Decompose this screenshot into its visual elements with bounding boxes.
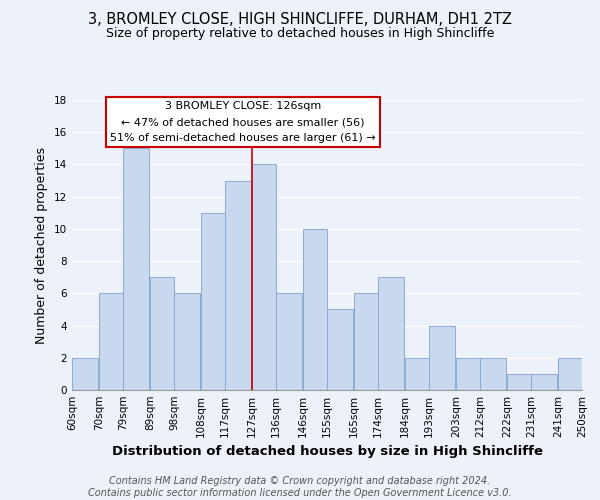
Bar — [124, 148, 149, 390]
Bar — [507, 374, 530, 390]
Bar — [354, 294, 377, 390]
Text: 3, BROMLEY CLOSE, HIGH SHINCLIFFE, DURHAM, DH1 2TZ: 3, BROMLEY CLOSE, HIGH SHINCLIFFE, DURHA… — [88, 12, 512, 28]
Bar — [226, 180, 251, 390]
Bar — [430, 326, 455, 390]
Bar — [252, 164, 275, 390]
Text: Size of property relative to detached houses in High Shincliffe: Size of property relative to detached ho… — [106, 28, 494, 40]
Y-axis label: Number of detached properties: Number of detached properties — [35, 146, 49, 344]
Bar — [328, 310, 353, 390]
Bar — [532, 374, 557, 390]
Bar — [405, 358, 428, 390]
Bar — [99, 294, 122, 390]
X-axis label: Distribution of detached houses by size in High Shincliffe: Distribution of detached houses by size … — [112, 446, 542, 458]
Bar — [150, 277, 173, 390]
Bar — [303, 229, 326, 390]
Bar — [379, 277, 404, 390]
Bar — [481, 358, 506, 390]
Bar — [201, 213, 224, 390]
Text: 3 BROMLEY CLOSE: 126sqm
← 47% of detached houses are smaller (56)
51% of semi-de: 3 BROMLEY CLOSE: 126sqm ← 47% of detache… — [110, 102, 376, 142]
Bar — [73, 358, 98, 390]
Text: Contains HM Land Registry data © Crown copyright and database right 2024.
Contai: Contains HM Land Registry data © Crown c… — [88, 476, 512, 498]
Bar — [456, 358, 479, 390]
Bar — [558, 358, 581, 390]
Bar — [175, 294, 200, 390]
Bar — [277, 294, 302, 390]
